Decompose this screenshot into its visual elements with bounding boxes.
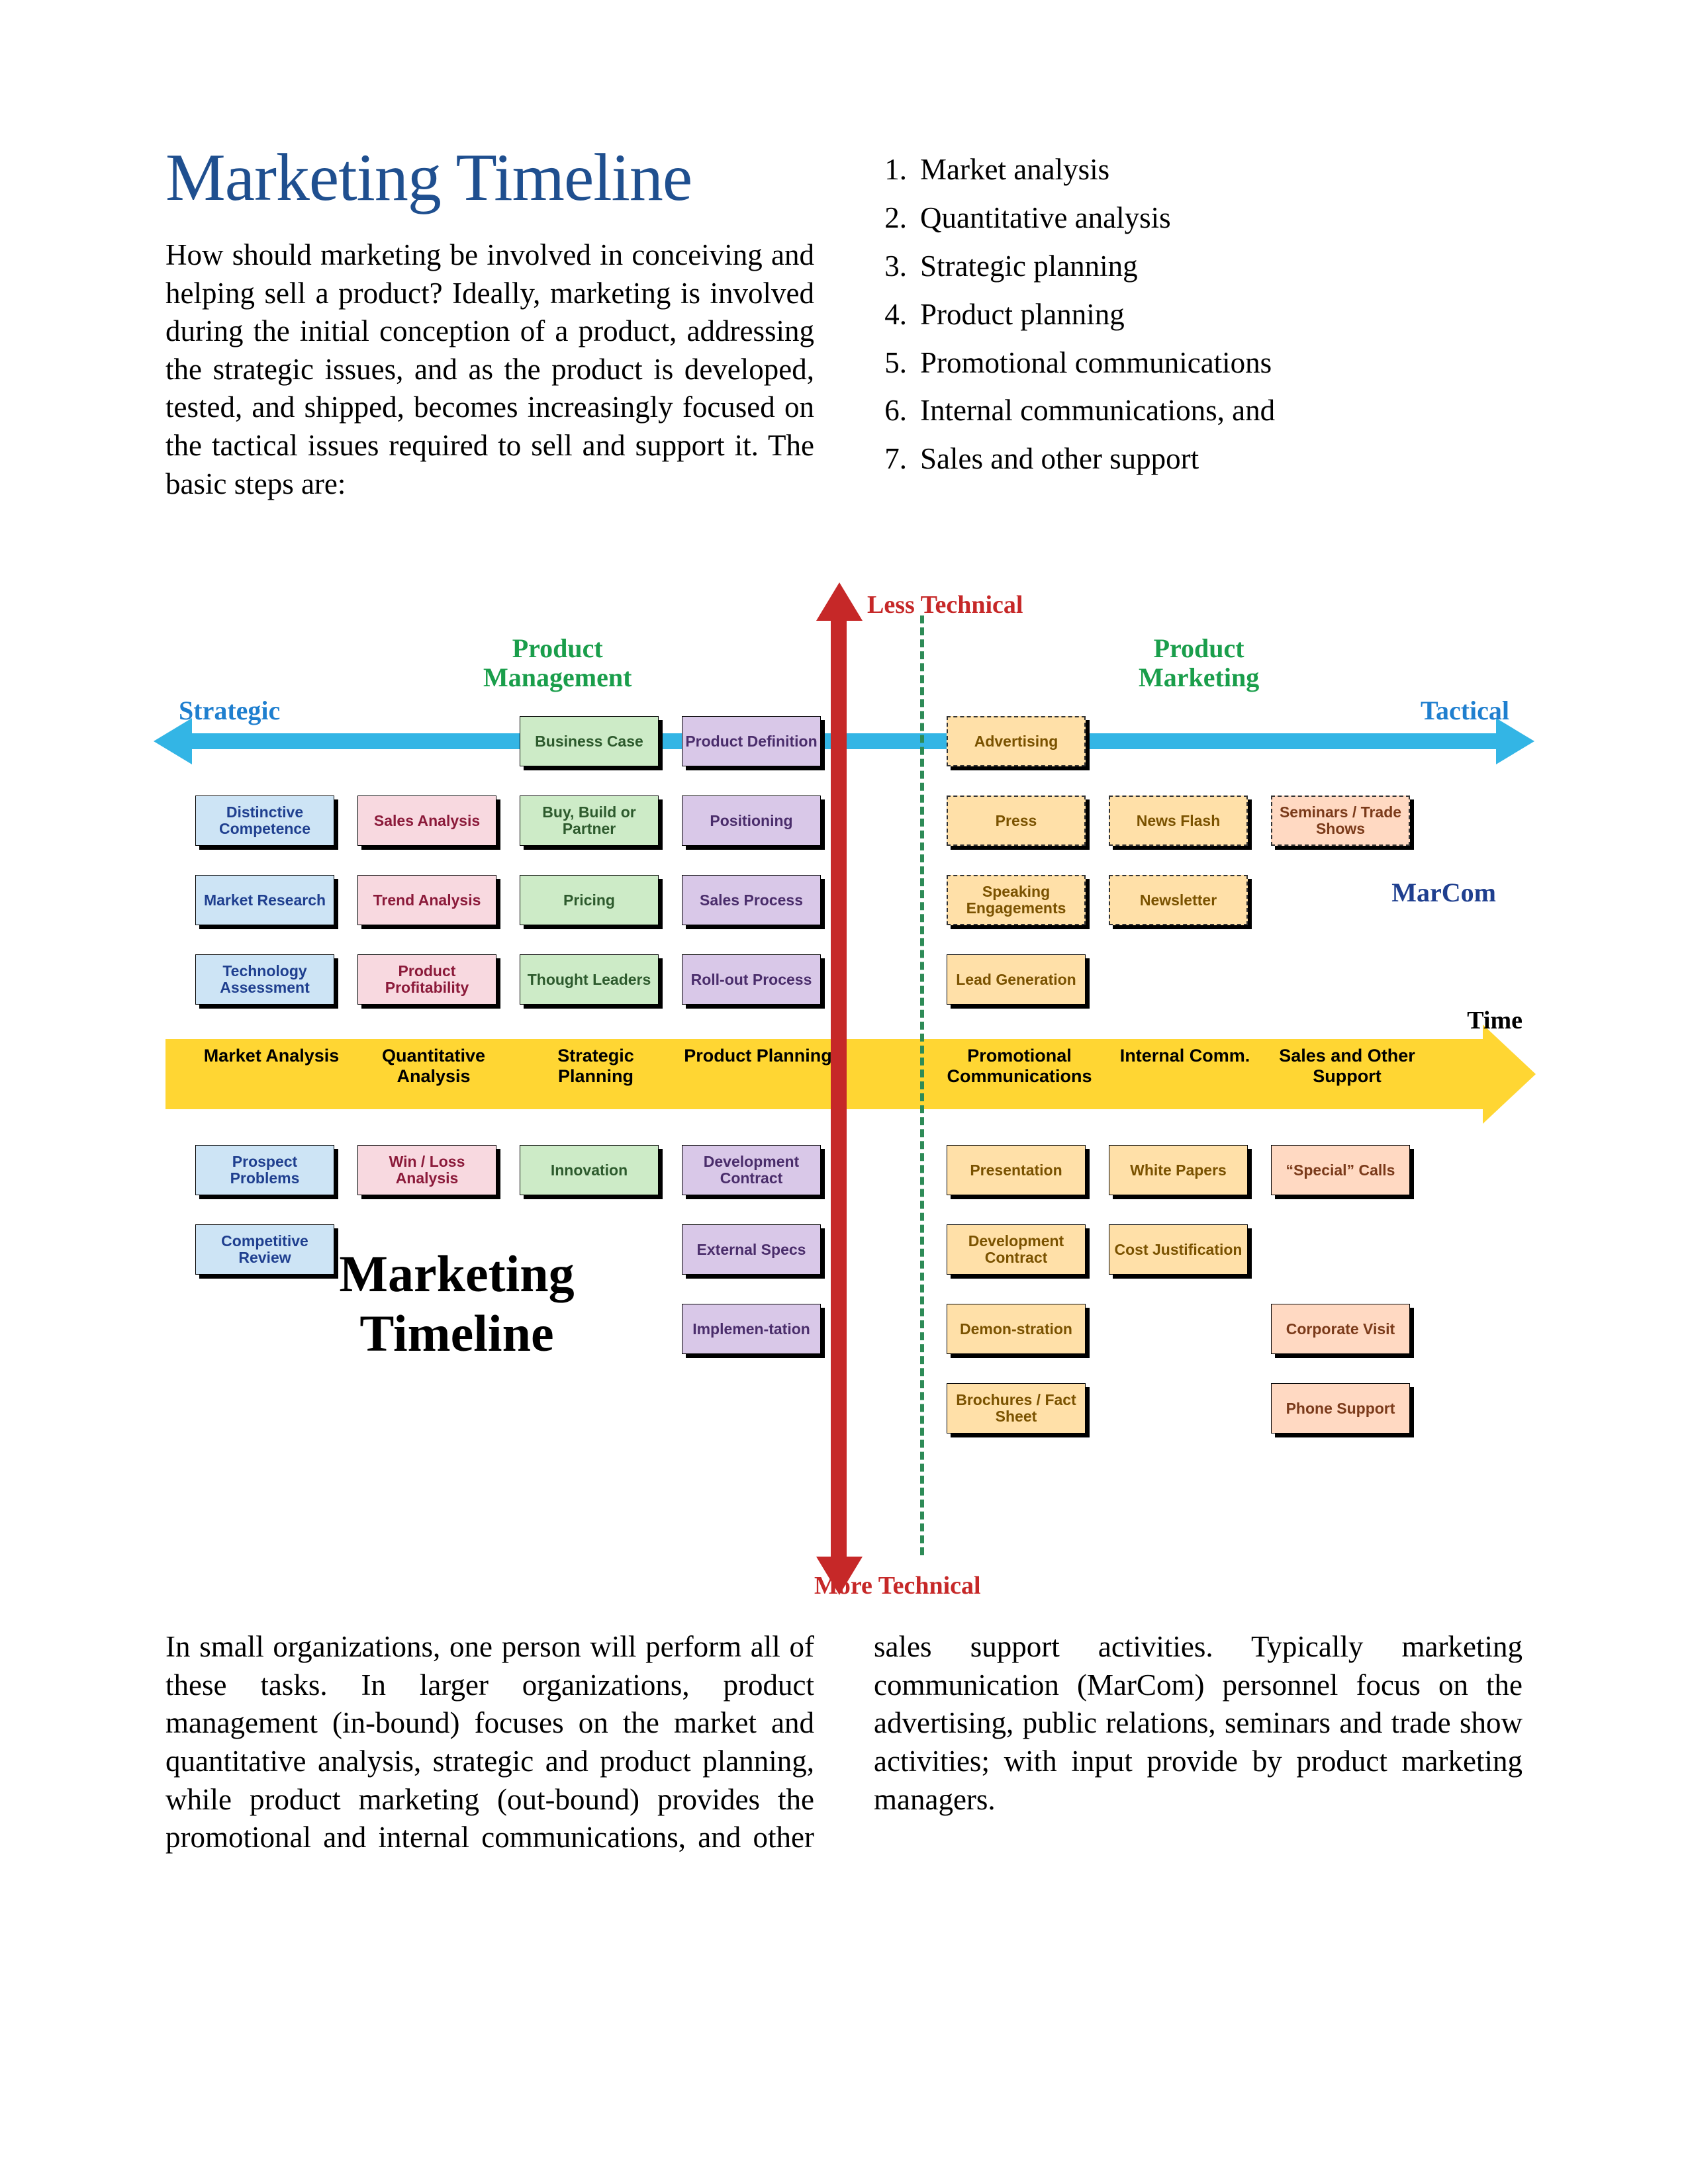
less-technical-arrow-head xyxy=(816,582,863,621)
steps-list: Market analysisQuantitative analysisStra… xyxy=(874,146,1523,483)
activity-box: Buy, Build or Partner xyxy=(520,796,659,846)
strategic-label: Strategic xyxy=(179,695,280,726)
activity-box: Trend Analysis xyxy=(357,875,496,925)
time-arrow-head xyxy=(1483,1024,1536,1124)
activity-box: Market Research xyxy=(195,875,334,925)
activity-box: Prospect Problems xyxy=(195,1145,334,1195)
activity-box: Demon-stration xyxy=(947,1304,1086,1354)
closing-paragraph: In small organizations, one person will … xyxy=(165,1628,1523,1857)
step-item: Internal communications, and xyxy=(874,387,1523,435)
activity-box: Sales Process xyxy=(682,875,821,925)
activity-box: Cost Justification xyxy=(1109,1224,1248,1275)
activity-box: Business Case xyxy=(520,716,659,766)
activity-box: Technology Assessment xyxy=(195,954,334,1005)
phase-label: Strategic Planning xyxy=(520,1046,672,1087)
tactical-label: Tactical xyxy=(1421,695,1509,726)
time-label: Time xyxy=(1467,1006,1523,1035)
activity-box: External Specs xyxy=(682,1224,821,1275)
activity-box: White Papers xyxy=(1109,1145,1248,1195)
activity-box: Seminars / Trade Shows xyxy=(1271,796,1410,846)
activity-box: Development Contract xyxy=(682,1145,821,1195)
technical-axis xyxy=(831,615,847,1562)
activity-box: Corporate Visit xyxy=(1271,1304,1410,1354)
pm-marketing-divider xyxy=(920,615,924,1555)
phase-label: Product Planning xyxy=(682,1046,834,1066)
intro-paragraph: How should marketing be involved in conc… xyxy=(165,236,814,503)
activity-box: Implemen-tation xyxy=(682,1304,821,1354)
phase-label: Internal Comm. xyxy=(1119,1046,1251,1066)
activity-box: Innovation xyxy=(520,1145,659,1195)
activity-box: Product Definition xyxy=(682,716,821,766)
activity-box: Distinctive Competence xyxy=(195,796,334,846)
product-management-label: ProductManagement xyxy=(483,634,632,692)
activity-box: Win / Loss Analysis xyxy=(357,1145,496,1195)
phase-label: Promotional Communications xyxy=(933,1046,1105,1087)
step-item: Quantitative analysis xyxy=(874,194,1523,242)
step-item: Sales and other support xyxy=(874,435,1523,483)
activity-box: Brochures / Fact Sheet xyxy=(947,1383,1086,1433)
activity-box: Thought Leaders xyxy=(520,954,659,1005)
phase-label: Quantitative Analysis xyxy=(357,1046,510,1087)
product-marketing-label: ProductMarketing xyxy=(1139,634,1259,692)
phase-label: Market Analysis xyxy=(195,1046,348,1066)
activity-box: Speaking Engagements xyxy=(947,875,1086,925)
timeline-diagram: Strategic Tactical Less Technical More T… xyxy=(165,582,1523,1602)
marcom-label: MarCom xyxy=(1391,877,1496,908)
activity-box: Roll-out Process xyxy=(682,954,821,1005)
more-technical-label: More Technical xyxy=(814,1571,981,1600)
activity-box: Development Contract xyxy=(947,1224,1086,1275)
step-item: Strategic planning xyxy=(874,242,1523,291)
activity-box: Newsletter xyxy=(1109,875,1248,925)
activity-box: Lead Generation xyxy=(947,954,1086,1005)
activity-box: Pricing xyxy=(520,875,659,925)
activity-box: Phone Support xyxy=(1271,1383,1410,1433)
activity-box: Competitive Review xyxy=(195,1224,334,1275)
step-item: Product planning xyxy=(874,291,1523,339)
activity-box: “Special” Calls xyxy=(1271,1145,1410,1195)
step-item: Promotional communications xyxy=(874,339,1523,387)
activity-box: News Flash xyxy=(1109,796,1248,846)
step-item: Market analysis xyxy=(874,146,1523,194)
activity-box: Advertising xyxy=(947,716,1086,766)
activity-box: Sales Analysis xyxy=(357,796,496,846)
activity-box: Positioning xyxy=(682,796,821,846)
phase-label: Sales and Other Support xyxy=(1264,1046,1430,1087)
activity-box: Presentation xyxy=(947,1145,1086,1195)
activity-box: Press xyxy=(947,796,1086,846)
activity-box: Product Profitability xyxy=(357,954,496,1005)
page-title: Marketing Timeline xyxy=(165,139,814,216)
less-technical-label: Less Technical xyxy=(867,590,1023,619)
